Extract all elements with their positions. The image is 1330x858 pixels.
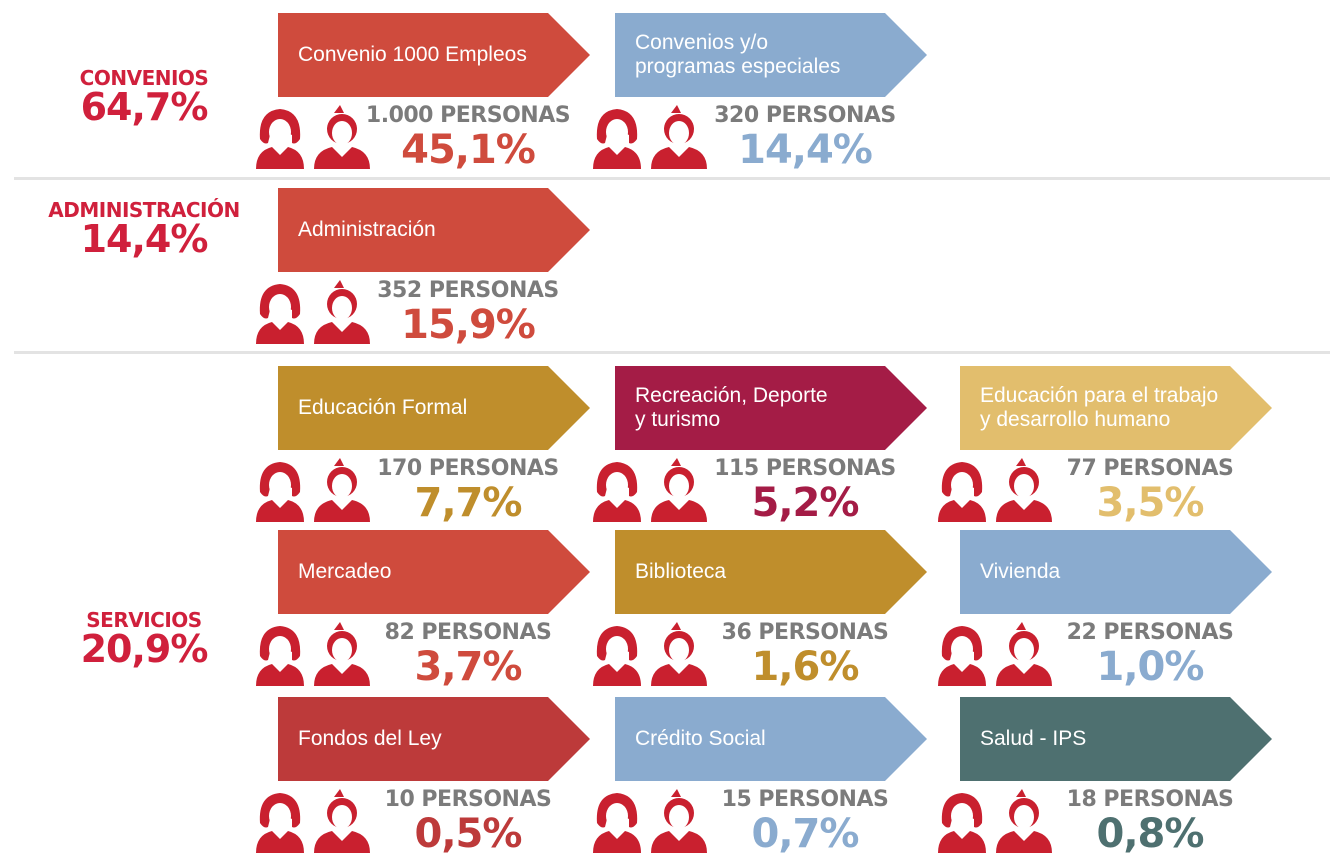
persons-count: 18 PERSONAS xyxy=(1066,787,1234,812)
arrow-shape xyxy=(960,366,1272,450)
title-line: Educación Formal xyxy=(298,396,468,419)
section-label: CONVENIOS 64,7% xyxy=(14,68,274,126)
arrow-box: Salud - IPS xyxy=(960,697,1272,781)
title-line: Vivienda xyxy=(980,560,1061,583)
people-icon xyxy=(256,622,370,686)
people-icon xyxy=(256,458,370,522)
section-label: SERVICIOS 20,9% xyxy=(14,610,274,668)
arrow-shape xyxy=(615,697,927,781)
title-line: Administración xyxy=(298,218,436,241)
people-icon xyxy=(593,105,707,169)
persons-percent: 1,0% xyxy=(1096,644,1205,690)
arrow-title: Fondos del Ley xyxy=(298,697,442,781)
persons-percent: 3,7% xyxy=(414,644,523,690)
arrow-title: Educación para el trabajo y desarrollo hu… xyxy=(980,366,1218,450)
persons-count: 1.000 PERSONAS xyxy=(365,103,571,128)
arrow-title: Salud - IPS xyxy=(980,697,1086,781)
arrow-box: Educación Formal xyxy=(278,366,590,450)
arrow-box: Educación para el trabajo y desarrollo hu… xyxy=(960,366,1272,450)
title-line: Fondos del Ley xyxy=(298,727,442,750)
arrow-shape xyxy=(278,188,590,272)
title-line: Convenio 1000 Empleos xyxy=(298,43,527,66)
persons-count: 352 PERSONAS xyxy=(377,278,559,303)
arrow-title: Mercadeo xyxy=(298,530,391,614)
arrow-box: Administración xyxy=(278,188,590,272)
section-label: ADMINISTRACIÓN 14,4% xyxy=(14,200,274,258)
arrow-title: Vivienda xyxy=(980,530,1060,614)
arrow-box: Convenios y/o programas especiales xyxy=(615,13,927,97)
arrow-title: Convenios y/o programas especiales xyxy=(635,13,840,97)
people-icon xyxy=(256,105,370,169)
persons-count: 22 PERSONAS xyxy=(1066,620,1234,645)
title-line: Recreación, Deporte xyxy=(635,384,828,407)
persons-count: 320 PERSONAS xyxy=(714,103,896,128)
title-line: programas especiales xyxy=(635,55,841,78)
persons-percent: 14,4% xyxy=(738,127,873,173)
persons-percent: 15,9% xyxy=(401,302,536,348)
arrow-box: Recreación, Deporte y turismo xyxy=(615,366,927,450)
arrow-box: Crédito Social xyxy=(615,697,927,781)
section-percent: 64,7% xyxy=(80,85,209,129)
arrow-title: Administración xyxy=(298,188,436,272)
persons-percent: 5,2% xyxy=(751,480,860,526)
arrow-shape xyxy=(278,530,590,614)
persons-count: 10 PERSONAS xyxy=(384,787,552,812)
arrow-title: Crédito Social xyxy=(635,697,766,781)
people-icon xyxy=(593,458,707,522)
persons-count: 77 PERSONAS xyxy=(1066,456,1234,481)
title-line: Crédito Social xyxy=(635,727,766,750)
persons-count: 170 PERSONAS xyxy=(377,456,559,481)
people-icon xyxy=(938,622,1052,686)
separator xyxy=(14,177,1330,180)
arrow-shape xyxy=(278,13,590,97)
arrow-shape xyxy=(960,530,1272,614)
persons-percent: 1,6% xyxy=(751,644,860,690)
persons-percent: 0,7% xyxy=(751,811,860,857)
arrow-shape xyxy=(278,697,590,781)
arrow-box: Convenio 1000 Empleos xyxy=(278,13,590,97)
arrow-title: Recreación, Deporte y turismo xyxy=(635,366,828,450)
arrow-shape xyxy=(278,366,590,450)
arrow-shape xyxy=(615,530,927,614)
persons-count: 36 PERSONAS xyxy=(721,620,889,645)
persons-count: 115 PERSONAS xyxy=(714,456,896,481)
persons-count: 15 PERSONAS xyxy=(721,787,889,812)
persons-percent: 3,5% xyxy=(1096,480,1205,526)
persons-percent: 0,5% xyxy=(414,811,523,857)
arrow-title: Convenio 1000 Empleos xyxy=(298,13,527,97)
section-percent: 14,4% xyxy=(80,217,209,261)
people-icon xyxy=(938,789,1052,853)
people-icon xyxy=(256,789,370,853)
persons-percent: 45,1% xyxy=(401,127,536,173)
section-name: CONVENIOS xyxy=(79,66,209,90)
title-line: Salud - IPS xyxy=(980,727,1087,750)
people-icon xyxy=(256,280,370,344)
people-icon xyxy=(593,789,707,853)
persons-percent: 0,8% xyxy=(1096,811,1205,857)
title-line: Biblioteca xyxy=(635,560,727,583)
arrow-shape xyxy=(615,366,927,450)
persons-percent: 7,7% xyxy=(414,480,523,526)
arrow-box: Fondos del Ley xyxy=(278,697,590,781)
arrow-box: Vivienda xyxy=(960,530,1272,614)
title-line: Mercadeo xyxy=(298,560,392,583)
arrow-box: Biblioteca xyxy=(615,530,927,614)
title-line: Educación para el trabajo xyxy=(980,384,1219,407)
title-line: y desarrollo humano xyxy=(980,408,1171,431)
title-line: Convenios y/o xyxy=(635,31,769,54)
title-line: y turismo xyxy=(635,408,721,431)
arrow-box: Mercadeo xyxy=(278,530,590,614)
arrow-shape xyxy=(615,13,927,97)
arrow-shape xyxy=(960,697,1272,781)
arrow-title: Biblioteca xyxy=(635,530,726,614)
section-percent: 20,9% xyxy=(80,627,209,671)
arrow-title: Educación Formal xyxy=(298,366,467,450)
separator xyxy=(14,351,1330,354)
persons-count: 82 PERSONAS xyxy=(384,620,552,645)
people-icon xyxy=(593,622,707,686)
people-icon xyxy=(938,458,1052,522)
section-name: ADMINISTRACIÓN xyxy=(48,198,240,222)
section-name: SERVICIOS xyxy=(86,608,202,632)
